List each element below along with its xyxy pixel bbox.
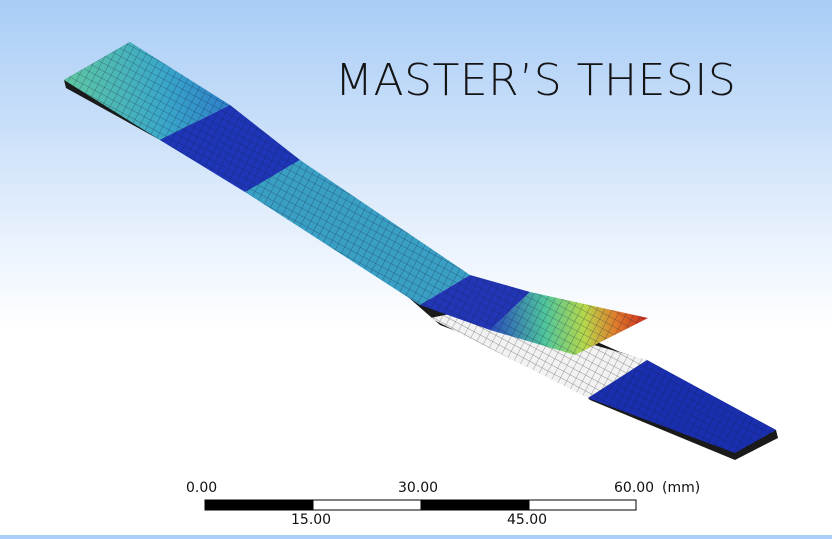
scale-unit: (mm) xyxy=(662,480,701,496)
scale-label-15: 15.00 xyxy=(291,512,332,528)
scale-label-30: 30.00 xyxy=(398,480,439,496)
scale-label-45: 45.00 xyxy=(507,512,548,528)
page-title: MASTER’S THESIS xyxy=(335,55,737,106)
scale-label-0: 0.00 xyxy=(186,480,218,496)
scale-label-60: 60.00 xyxy=(614,480,655,496)
